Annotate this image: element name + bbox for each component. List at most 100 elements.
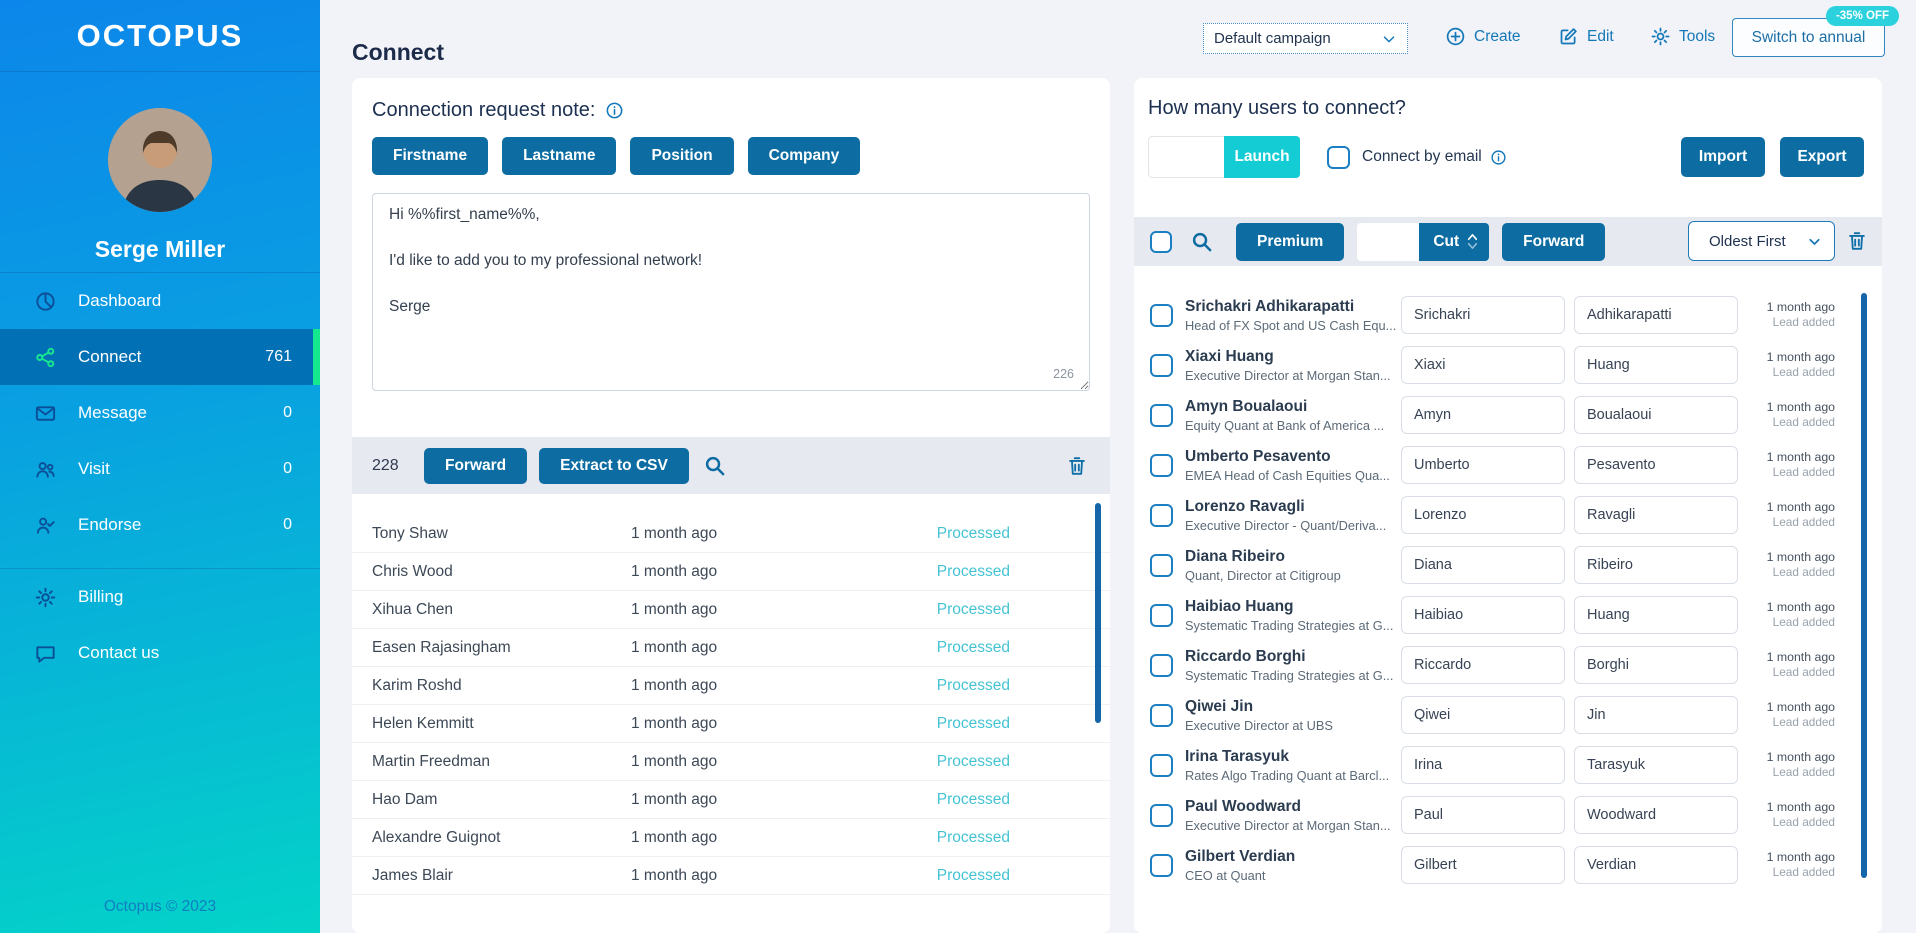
last-name-field[interactable]	[1574, 296, 1738, 334]
user-name: Haibiao Huang	[1185, 597, 1294, 615]
last-name-field[interactable]	[1574, 346, 1738, 384]
lead-time: 1 month ago	[1766, 699, 1835, 714]
edit-button[interactable]: Edit	[1558, 26, 1614, 47]
first-name-field[interactable]	[1401, 796, 1565, 834]
user-checkbox[interactable]	[1150, 403, 1173, 427]
last-name-field[interactable]	[1574, 446, 1738, 484]
user-subtitle: CEO at Quant	[1185, 867, 1266, 883]
variable-button[interactable]: Company	[747, 137, 861, 175]
forward-button[interactable]: Forward	[424, 447, 528, 484]
last-name-field[interactable]	[1574, 546, 1738, 584]
extract-csv-button[interactable]: Extract to CSV	[539, 447, 689, 484]
list-item: Diana Ribeiro Quant, Director at Citigro…	[1150, 540, 1882, 590]
create-button[interactable]: Create	[1445, 26, 1521, 47]
first-name-field[interactable]	[1401, 746, 1565, 784]
scrollbar[interactable]	[1095, 503, 1101, 723]
dashboard-icon	[34, 290, 57, 313]
status-badge: Processed	[936, 638, 1010, 656]
sidebar-item[interactable]: Dashboard	[0, 273, 320, 329]
last-name-field[interactable]	[1574, 396, 1738, 434]
import-button[interactable]: Import	[1681, 137, 1765, 177]
user-checkbox[interactable]	[1150, 503, 1173, 527]
sidebar-item[interactable]: Message 0	[0, 385, 320, 441]
sort-select[interactable]: Oldest First	[1688, 221, 1835, 261]
list-item: Paul Woodward Executive Director at Morg…	[1150, 790, 1882, 840]
variable-button[interactable]: Lastname	[502, 137, 617, 175]
scrollbar[interactable]	[1861, 293, 1867, 878]
first-name-field[interactable]	[1401, 346, 1565, 384]
stepper-arrows[interactable]	[1466, 232, 1479, 251]
last-name-field[interactable]	[1574, 596, 1738, 634]
info-icon[interactable]	[1490, 149, 1507, 166]
chevron-down-icon	[1466, 242, 1479, 251]
cut-button[interactable]: Cut	[1419, 222, 1490, 261]
switch-to-annual-button[interactable]: Switch to annual -35% OFF	[1732, 6, 1899, 57]
char-count: 226	[1053, 367, 1074, 381]
note-textarea[interactable]: Hi %%first_name%%, I'd like to add you t…	[372, 193, 1090, 391]
page-title: Connect	[352, 39, 444, 66]
header: Connect Default campaign Create Edit Too…	[320, 0, 1916, 76]
search-icon[interactable]	[703, 454, 726, 477]
user-checkbox[interactable]	[1150, 303, 1173, 327]
table-row: Tony Shaw 1 month ago Processed	[352, 515, 1110, 553]
user-checkbox[interactable]	[1150, 653, 1173, 677]
last-name-field[interactable]	[1574, 796, 1738, 834]
plus-circle-icon	[1445, 26, 1466, 47]
premium-button[interactable]: Premium	[1236, 222, 1345, 261]
export-button[interactable]: Export	[1780, 137, 1864, 177]
campaign-select[interactable]: Default campaign	[1203, 23, 1408, 54]
user-checkbox[interactable]	[1150, 603, 1173, 627]
lead-status: Lead added	[1772, 365, 1835, 380]
variable-button[interactable]: Firstname	[372, 137, 489, 175]
lead-time: 1 month ago	[1766, 399, 1835, 414]
launch-count-input[interactable]	[1148, 136, 1224, 178]
last-name-field[interactable]	[1574, 696, 1738, 734]
sidebar-item-label: Message	[78, 403, 147, 422]
last-name-field[interactable]	[1574, 646, 1738, 684]
user-name: Srichakri Adhikarapatti	[1185, 297, 1355, 315]
select-all-checkbox[interactable]	[1150, 230, 1172, 253]
sort-select-value: Oldest First	[1709, 232, 1786, 250]
user-name: Amyn Boualaoui	[1185, 397, 1308, 415]
first-name-field[interactable]	[1401, 596, 1565, 634]
sidebar-item[interactable]: Visit 0	[0, 441, 320, 497]
connect-by-email-checkbox[interactable]	[1327, 145, 1350, 169]
sidebar-item[interactable]: Billing	[0, 569, 320, 625]
first-name-field[interactable]	[1401, 846, 1565, 884]
user-checkbox[interactable]	[1150, 753, 1173, 777]
person-check-icon	[34, 514, 57, 537]
sidebar-item[interactable]: Connect 761	[0, 329, 320, 385]
last-name-field[interactable]	[1574, 846, 1738, 884]
last-name-field[interactable]	[1574, 746, 1738, 784]
first-name-field[interactable]	[1401, 546, 1565, 584]
user-checkbox[interactable]	[1150, 803, 1173, 827]
first-name-field[interactable]	[1401, 646, 1565, 684]
sidebar-item-label: Visit	[78, 459, 110, 478]
cut-count-input[interactable]	[1357, 222, 1420, 261]
first-name-field[interactable]	[1401, 446, 1565, 484]
lead-time: 1 month ago	[1766, 549, 1835, 564]
search-icon[interactable]	[1190, 230, 1213, 253]
user-checkbox[interactable]	[1150, 703, 1173, 727]
user-name: Paul Woodward	[1185, 797, 1301, 815]
user-checkbox[interactable]	[1150, 853, 1173, 877]
last-name-field[interactable]	[1574, 496, 1738, 534]
forward-button[interactable]: Forward	[1502, 222, 1606, 261]
sidebar-item[interactable]: Endorse 0	[0, 497, 320, 553]
table-row: Martin Freedman 1 month ago Processed	[352, 743, 1110, 781]
user-checkbox[interactable]	[1150, 553, 1173, 577]
first-name-field[interactable]	[1401, 696, 1565, 734]
info-icon[interactable]	[605, 101, 624, 120]
sidebar-item[interactable]: Contact us	[0, 625, 320, 681]
trash-icon[interactable]	[1846, 230, 1868, 252]
user-checkbox[interactable]	[1150, 353, 1173, 377]
tools-button[interactable]: Tools	[1650, 26, 1715, 47]
variable-button[interactable]: Position	[630, 137, 734, 175]
trash-icon[interactable]	[1066, 455, 1088, 477]
launch-button[interactable]: Launch	[1224, 136, 1300, 178]
user-checkbox[interactable]	[1150, 453, 1173, 477]
first-name-field[interactable]	[1401, 496, 1565, 534]
first-name-field[interactable]	[1401, 396, 1565, 434]
first-name-field[interactable]	[1401, 296, 1565, 334]
contact-name: Chris Wood	[372, 562, 453, 580]
